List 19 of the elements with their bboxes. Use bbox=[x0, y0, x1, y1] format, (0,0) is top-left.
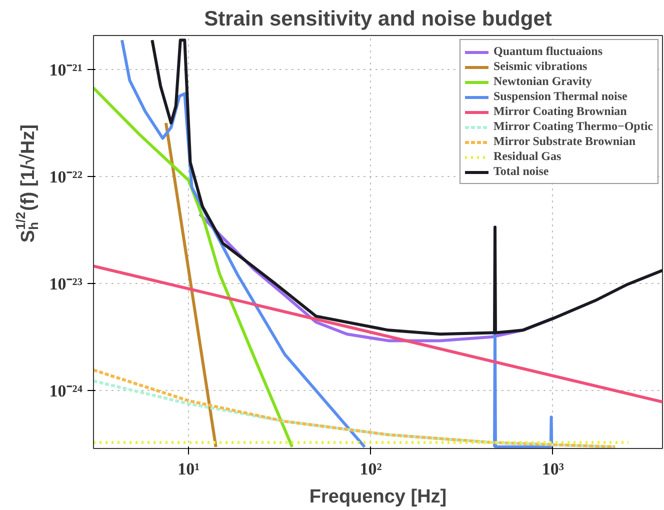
legend-label: Suspension Thermal noise bbox=[494, 89, 628, 104]
legend-label: Total noise bbox=[494, 164, 549, 179]
y-tick-label: 10⁻²³ bbox=[49, 274, 83, 294]
y-tick-label: 10⁻²¹ bbox=[49, 60, 83, 80]
legend-label: Mirror Coating Thermo−Optic bbox=[494, 119, 653, 134]
legend-label: Quantum fluctuaions bbox=[494, 44, 603, 59]
x-tick-label: 10² bbox=[360, 460, 382, 478]
legend-label: Newtonian Gravity bbox=[494, 74, 592, 89]
legend-label: Seismic vibrations bbox=[494, 59, 588, 74]
legend-label: Residual Gas bbox=[494, 149, 562, 164]
x-axis-title: Frequency [Hz] bbox=[309, 486, 447, 508]
legend-label: Mirror Substrate Brownian bbox=[494, 134, 636, 149]
x-tick-label: 10¹ bbox=[178, 460, 200, 478]
y-axis-title: Sh1/2(f) [1/√Hz] bbox=[13, 124, 41, 243]
y-tick-label: 10⁻²⁴ bbox=[49, 381, 83, 400]
x-tick-label: 10³ bbox=[542, 460, 564, 478]
chart-title: Strain sensitivity and noise budget bbox=[204, 8, 552, 30]
y-tick-label: 10⁻²² bbox=[49, 167, 83, 186]
legend-label: Mirror Coating Brownian bbox=[494, 104, 627, 119]
